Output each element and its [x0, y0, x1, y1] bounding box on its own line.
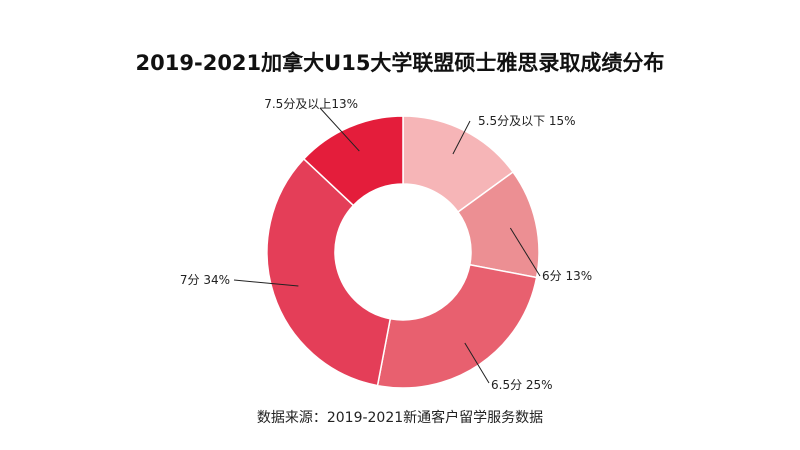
data-label-1: 5.5分及以下 15%: [478, 114, 576, 128]
leader-line-2: [509, 227, 541, 277]
data-label-2: 6分 13%: [542, 269, 592, 283]
leader-line-1: [452, 120, 471, 155]
leader-line-3: [464, 342, 490, 384]
donut-slice-4: [266, 157, 392, 387]
data-label-4: 7分 34%: [180, 273, 230, 287]
source-note: 数据来源：2019-2021新通客户留学服务数据: [256, 410, 544, 426]
donut-slice-3: [376, 263, 538, 389]
leader-line-4: [233, 279, 299, 287]
donut-slice-5: [302, 115, 404, 207]
data-label-3: 6.5分 25%: [491, 378, 553, 392]
leader-line-5: [319, 107, 360, 152]
chart-title: 2019-2021加拿大U15大学联盟硕士雅思录取成绩分布: [135, 51, 665, 75]
data-label-5: 7.5分及以上13%: [264, 97, 358, 111]
